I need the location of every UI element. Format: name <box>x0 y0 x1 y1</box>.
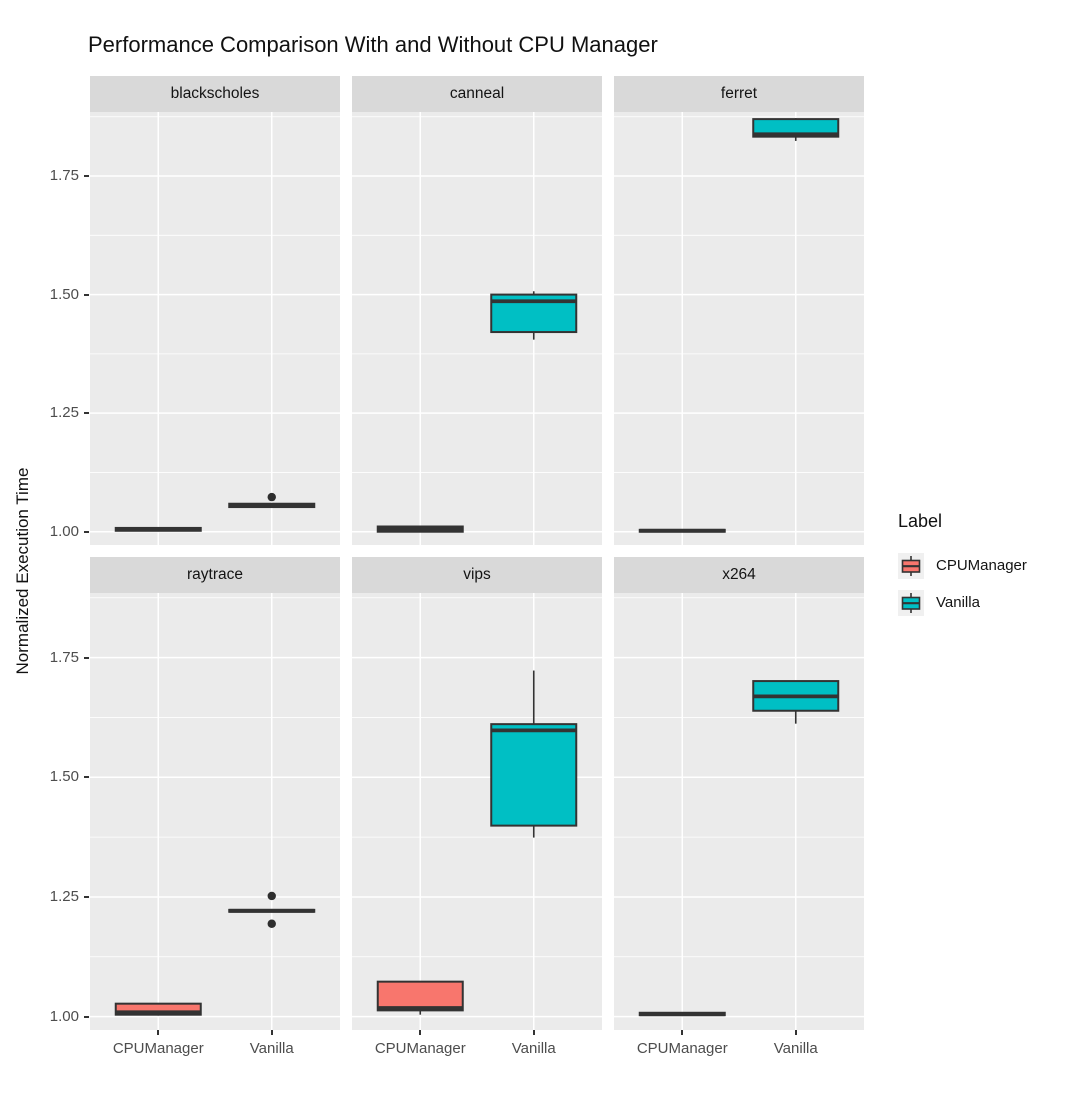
facet-panel-vips <box>352 593 602 1030</box>
x-tick-label: CPUManager <box>636 1040 728 1057</box>
x-tick-label: CPUManager <box>374 1040 466 1057</box>
y-tick-mark <box>84 895 89 898</box>
y-tick-label: 1.00 <box>49 522 79 540</box>
facet-strip-label: x264 <box>722 566 756 583</box>
facet-strip-label: raytrace <box>187 566 243 583</box>
y-tick-mark <box>84 530 89 533</box>
x-tick-label: CPUManager <box>112 1040 204 1057</box>
y-tick-label: 1.50 <box>49 768 79 786</box>
legend-label-vanilla: Vanilla <box>936 594 980 611</box>
y-tick-mark <box>84 412 89 415</box>
facet-strip-ferret: ferret <box>614 76 864 112</box>
x-tick-label: Vanilla <box>511 1040 556 1057</box>
x-tick-label: Vanilla <box>773 1040 818 1057</box>
y-axis-title: Normalized Execution Time <box>13 467 32 675</box>
facet-panel-ferret <box>614 112 864 545</box>
y-tick-label: 1.75 <box>49 167 79 185</box>
legend-label-cpumanager: CPUManager <box>936 557 1027 574</box>
outlier-point <box>267 919 276 928</box>
panel-background <box>614 593 864 1030</box>
y-tick-mark <box>84 656 89 659</box>
y-tick-label: 1.25 <box>49 887 79 905</box>
chart-title: Performance Comparison With and Without … <box>88 32 658 57</box>
y-tick-label: 1.50 <box>49 285 79 303</box>
legend-key-cpumanager <box>898 553 924 579</box>
legend-title: Label <box>898 511 943 531</box>
panel-background <box>90 112 340 545</box>
outlier-point <box>267 492 276 502</box>
y-tick-mark <box>84 293 89 296</box>
facet-strip-label: blackscholes <box>170 85 260 102</box>
facet-panel-raytrace <box>90 593 340 1030</box>
y-tick-label: 1.75 <box>49 648 79 666</box>
panel-background <box>90 593 340 1030</box>
x-tick-mark <box>157 1030 160 1035</box>
facet-strip-canneal: canneal <box>352 76 602 112</box>
y-tick-mark <box>84 1015 89 1018</box>
x-tick-mark <box>419 1030 422 1035</box>
x-tick-mark <box>794 1030 797 1035</box>
boxplot-box-cpumanager <box>376 980 464 1012</box>
x-tick-mark <box>270 1030 273 1035</box>
x-tick-label: Vanilla <box>249 1040 294 1057</box>
panel-background <box>614 112 864 545</box>
boxplot-box-cpumanager <box>114 1002 202 1016</box>
facet-strip-label: canneal <box>449 85 505 102</box>
legend-key-vanilla <box>898 590 924 616</box>
x-tick-mark <box>681 1030 684 1035</box>
facet-panel-canneal <box>352 112 602 545</box>
outlier-point <box>267 891 276 901</box>
y-tick-label: 1.00 <box>49 1007 79 1025</box>
facet-strip-label: vips <box>463 566 491 583</box>
boxplot-box-vanilla <box>490 723 578 827</box>
y-tick-mark <box>84 175 89 178</box>
x-tick-mark <box>532 1030 535 1035</box>
facet-strip-vips: vips <box>352 557 602 593</box>
facet-strip-blackscholes: blackscholes <box>90 76 340 112</box>
facet-strip-x264: x264 <box>614 557 864 593</box>
boxplot-box-vanilla <box>752 118 840 138</box>
facet-panel-blackscholes <box>90 112 340 545</box>
facet-strip-raytrace: raytrace <box>90 557 340 593</box>
facet-panel-x264 <box>614 593 864 1030</box>
facet-strip-label: ferret <box>720 85 758 102</box>
y-tick-label: 1.25 <box>49 404 79 422</box>
y-tick-mark <box>84 776 89 779</box>
